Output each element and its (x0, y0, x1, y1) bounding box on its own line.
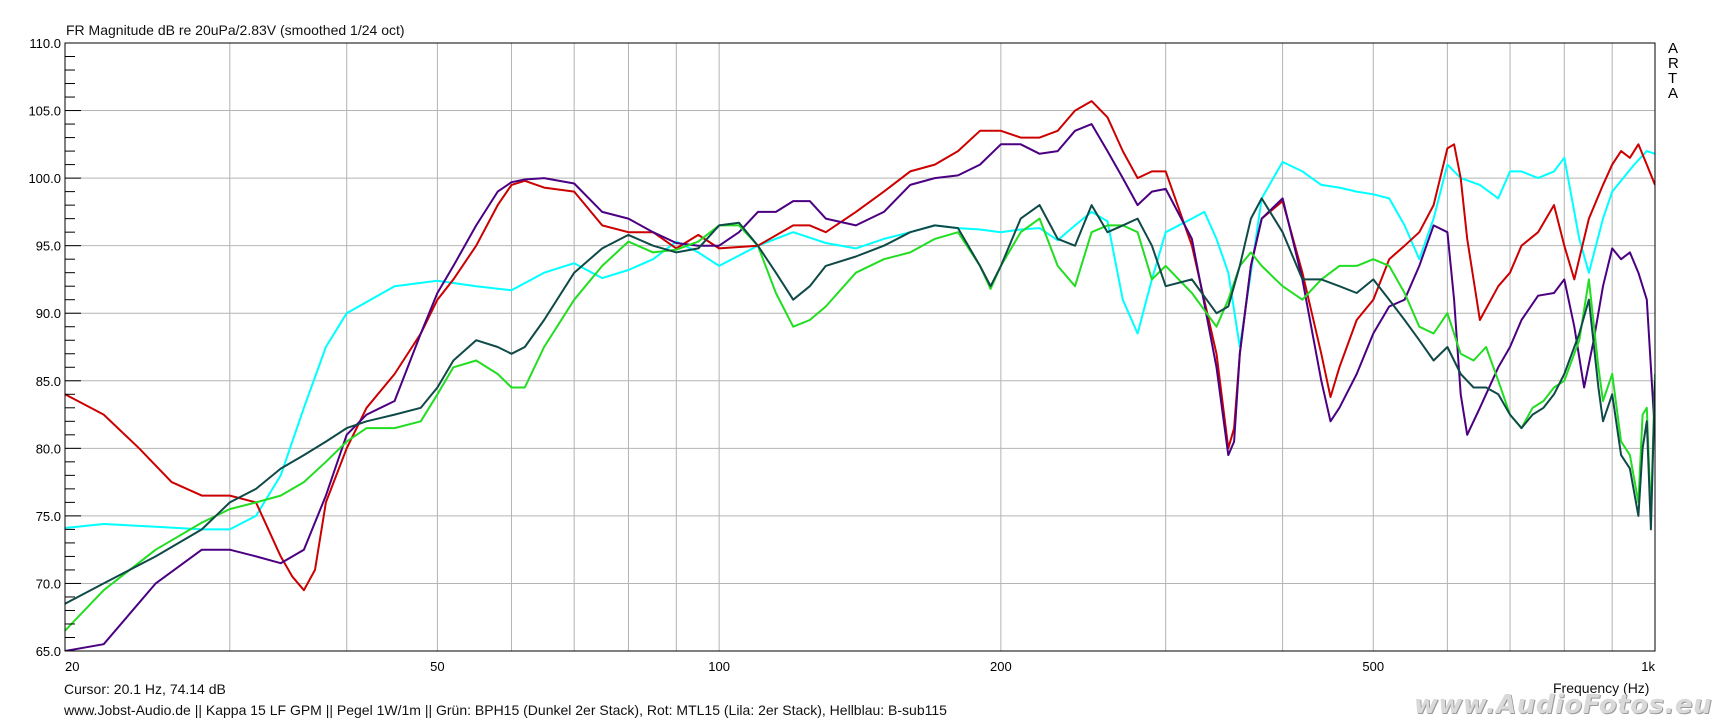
x-tick-label: 200 (990, 659, 1012, 674)
series-line-1 (65, 150, 1655, 531)
y-tick-label: 70.0 (36, 576, 61, 591)
y-tick-label: 95.0 (36, 239, 61, 254)
y-tick-label: 105.0 (28, 104, 61, 119)
series-line-5 (65, 197, 1655, 605)
series-line-3 (65, 123, 1655, 651)
arta-brand-letter: T (1668, 70, 1677, 87)
x-tick-label: 20 (65, 659, 79, 674)
y-tick-label: 85.0 (36, 374, 61, 389)
watermark-logo: www.AudioFotos.eu (1413, 690, 1712, 720)
axis-ticks: 65.0 70.0 75.0 80.0 85.0 90.0 95.0 100.0 105.0 11… (28, 36, 1679, 674)
y-tick-label: 110.0 (29, 36, 61, 51)
cursor-readout: Cursor: 20.1 Hz, 74.14 dB (64, 681, 226, 697)
x-tick-label: 500 (1362, 659, 1384, 674)
y-tick-label: 65.0 (36, 644, 61, 659)
grid (65, 42, 1655, 652)
y-tick-label: 100.0 (28, 171, 61, 186)
arta-brand-letter: A (1668, 40, 1678, 57)
x-tick-label: 100 (708, 659, 730, 674)
y-tick-label: 90.0 (36, 306, 61, 321)
footer-legend-text: www.Jobst-Audio.de || Kappa 15 LF GPM ||… (64, 702, 947, 718)
arta-brand-letter: R (1668, 55, 1679, 72)
y-tick-label: 80.0 (36, 441, 61, 456)
plot-frame (64, 42, 1656, 652)
series-line-4 (65, 217, 1655, 632)
x-tick-label: 1k (1641, 659, 1655, 674)
series-layer (65, 100, 1655, 651)
arta-brand-letter: A (1668, 85, 1678, 102)
series-line-2 (65, 100, 1655, 592)
x-axis-label: Frequency (Hz) (1553, 680, 1650, 696)
x-tick-label: 50 (430, 659, 444, 674)
chart-title: FR Magnitude dB re 20uPa/2.83V (smoothed… (66, 22, 405, 38)
y-tick-label: 75.0 (36, 509, 61, 524)
